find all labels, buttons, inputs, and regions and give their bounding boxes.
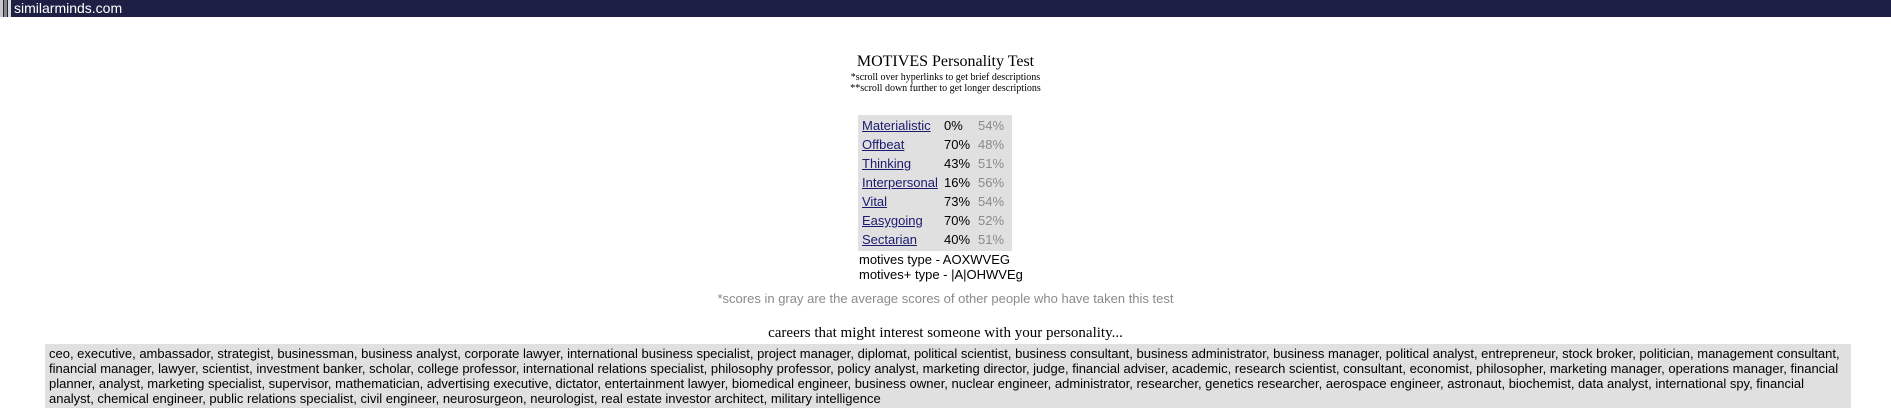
site-home-link[interactable]: similarminds.com	[14, 0, 123, 16]
trait-average-score: 52%	[978, 213, 1005, 228]
trait-average-score: 48%	[978, 137, 1005, 152]
score-row-sectarian: Sectarian 40% 51%	[858, 230, 1012, 249]
trait-score: 16%	[944, 175, 971, 190]
trait-average-score: 54%	[978, 194, 1005, 209]
site-logo-icon	[0, 0, 12, 17]
trait-link-materialistic[interactable]: Materialistic	[862, 118, 931, 133]
score-row-interpersonal: Interpersonal 16% 56%	[858, 173, 1012, 192]
page-title: MOTIVES Personality Test	[856, 53, 1035, 70]
trait-score: 0%	[944, 118, 963, 133]
score-row-easygoing: Easygoing 70% 52%	[858, 211, 1012, 230]
trait-average-score: 56%	[978, 175, 1005, 190]
trait-score: 73%	[944, 194, 971, 209]
hover-instruction-note: *scroll over hyperlinks to get brief des…	[850, 72, 1041, 83]
motives-type: motives type - AOXWVEG	[859, 252, 1010, 267]
trait-score: 70%	[944, 213, 971, 228]
trait-score: 43%	[944, 156, 971, 171]
score-row-materialistic: Materialistic 0% 54%	[858, 116, 1012, 135]
score-row-thinking: Thinking 43% 51%	[858, 154, 1012, 173]
trait-average-score: 51%	[978, 232, 1005, 247]
trait-average-score: 54%	[978, 118, 1005, 133]
trait-link-interpersonal[interactable]: Interpersonal	[862, 175, 938, 190]
scores-table: Materialistic 0% 54% Offbeat 70% 48% Thi…	[858, 115, 1012, 251]
scroll-instruction-note: **scroll down further to get longer desc…	[850, 83, 1041, 94]
trait-score: 70%	[944, 137, 971, 152]
motives-plus-type: motives+ type - |A|OHWVEg	[859, 267, 1023, 282]
site-header-bar: similarminds.com	[0, 0, 1891, 17]
trait-link-thinking[interactable]: Thinking	[862, 156, 912, 171]
score-row-vital: Vital 73% 54%	[858, 192, 1012, 211]
trait-score: 40%	[944, 232, 971, 247]
average-scores-note: *scores in gray are the average scores o…	[717, 291, 1174, 306]
trait-average-score: 51%	[978, 156, 1005, 171]
trait-link-sectarian[interactable]: Sectarian	[862, 232, 917, 247]
careers-list: ceo, executive, ambassador, strategist, …	[45, 344, 1851, 408]
careers-heading: careers that might interest someone with…	[768, 325, 1123, 341]
score-row-offbeat: Offbeat 70% 48%	[858, 135, 1012, 154]
trait-link-offbeat[interactable]: Offbeat	[862, 137, 905, 152]
trait-link-vital[interactable]: Vital	[862, 194, 888, 209]
trait-link-easygoing[interactable]: Easygoing	[862, 213, 923, 228]
